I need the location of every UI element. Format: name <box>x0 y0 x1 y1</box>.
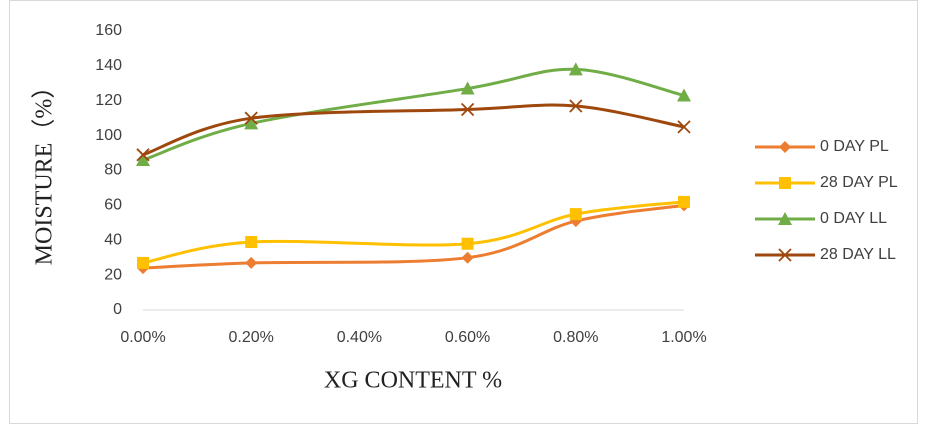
point <box>677 88 691 102</box>
y-tick-label: 140 <box>95 57 122 74</box>
x-tick-label: 1.00% <box>661 329 706 346</box>
point <box>245 256 258 269</box>
y-tick-label: 100 <box>95 127 122 144</box>
point <box>244 111 258 125</box>
x-tick-label: 0.00% <box>120 329 165 346</box>
point <box>569 208 582 221</box>
point <box>568 62 583 76</box>
point <box>677 120 691 134</box>
series-line <box>142 67 685 162</box>
point <box>461 237 474 250</box>
x-tick-label: 0.40% <box>337 329 382 346</box>
point <box>136 148 150 162</box>
point <box>460 102 475 117</box>
y-tick-label: 40 <box>104 231 122 248</box>
legend-label: 0 DAY PL <box>820 138 889 155</box>
y-tick-label: 60 <box>104 197 122 214</box>
series-line <box>142 103 685 157</box>
point <box>678 195 690 208</box>
series-line <box>142 203 685 270</box>
y-tick-label: 20 <box>104 266 122 283</box>
y-tick-label: 80 <box>104 162 122 179</box>
legend-marker <box>778 248 792 262</box>
point <box>569 99 583 113</box>
legend-label: 28 DAY LL <box>820 246 896 263</box>
legend-label: 0 DAY LL <box>820 210 887 227</box>
x-tick-label: 0.60% <box>445 329 490 346</box>
point <box>245 235 258 248</box>
x-tick-label: 0.80% <box>553 329 598 346</box>
point <box>460 81 475 95</box>
point <box>136 153 150 167</box>
y-axis-title: MOISTURE（%） <box>32 75 58 266</box>
legend-label: 28 DAY PL <box>820 174 898 191</box>
series-line <box>142 200 685 265</box>
legend-marker <box>779 141 791 153</box>
y-tick-label: 120 <box>95 92 122 109</box>
legend-marker <box>779 177 791 189</box>
legend-marker <box>778 212 792 225</box>
chart-border <box>9 0 918 424</box>
point <box>461 251 474 264</box>
point <box>137 256 149 269</box>
point <box>244 116 259 130</box>
y-tick-label: 0 <box>113 301 122 318</box>
x-axis-title: XG CONTENT % <box>324 368 502 394</box>
y-tick-label: 160 <box>95 22 122 39</box>
x-tick-label: 0.20% <box>229 329 274 346</box>
